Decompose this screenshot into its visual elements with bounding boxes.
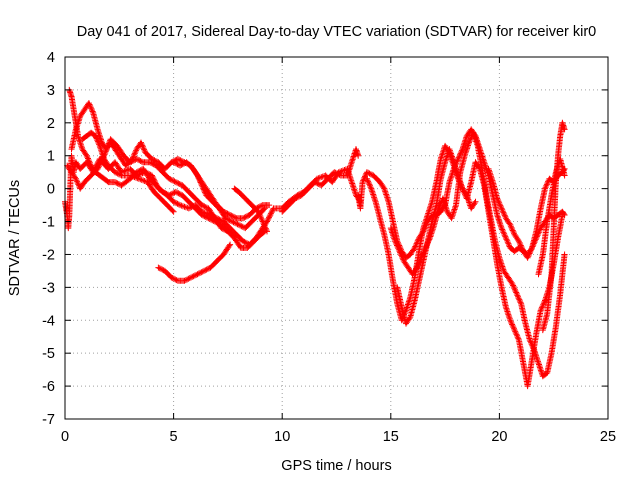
y-tick-label: 0 bbox=[47, 182, 55, 198]
y-tick-label: -3 bbox=[42, 280, 55, 296]
data-segment bbox=[394, 146, 479, 327]
y-tick-label: 2 bbox=[47, 116, 55, 132]
x-tick-label: 15 bbox=[383, 429, 399, 445]
x-axis-label: GPS time / hours bbox=[281, 458, 391, 474]
y-tick-label: -5 bbox=[42, 346, 55, 362]
y-tick-label: 4 bbox=[47, 50, 55, 66]
x-tick-labels: 0 5 10 15 20 25 bbox=[61, 429, 616, 445]
y-tick-label: 3 bbox=[47, 83, 55, 99]
chart-title: Day 041 of 2017, Sidereal Day-to-day VTE… bbox=[77, 24, 597, 40]
data-segment bbox=[535, 156, 568, 278]
data-segment bbox=[79, 129, 177, 215]
y-tick-label: -7 bbox=[42, 412, 55, 428]
y-tick-label: -2 bbox=[42, 247, 55, 263]
y-axis-label: SDTVAR / TECUs bbox=[7, 180, 23, 296]
y-tick-label: -6 bbox=[42, 379, 55, 395]
x-tick-label: 20 bbox=[491, 429, 507, 445]
x-tick-label: 10 bbox=[274, 429, 290, 445]
y-tick-label: -1 bbox=[42, 215, 55, 231]
y-tick-labels: -7 -6 -5 -4 -3 -2 -1 0 1 2 3 4 bbox=[42, 50, 55, 428]
plot-frame bbox=[64, 56, 609, 420]
x-tick-label: 25 bbox=[600, 429, 616, 445]
data-points bbox=[62, 86, 568, 390]
y-tick-label: 1 bbox=[47, 149, 55, 165]
data-segment bbox=[231, 185, 270, 235]
data-segment bbox=[387, 129, 568, 380]
data-segment bbox=[279, 146, 362, 215]
data-segment bbox=[170, 159, 268, 232]
data-segment bbox=[155, 241, 234, 284]
grid-lines bbox=[65, 57, 608, 419]
axis-ticks bbox=[64, 56, 609, 420]
x-tick-label: 5 bbox=[170, 429, 178, 445]
x-tick-label: 0 bbox=[61, 429, 69, 445]
y-tick-label: -4 bbox=[42, 313, 55, 329]
